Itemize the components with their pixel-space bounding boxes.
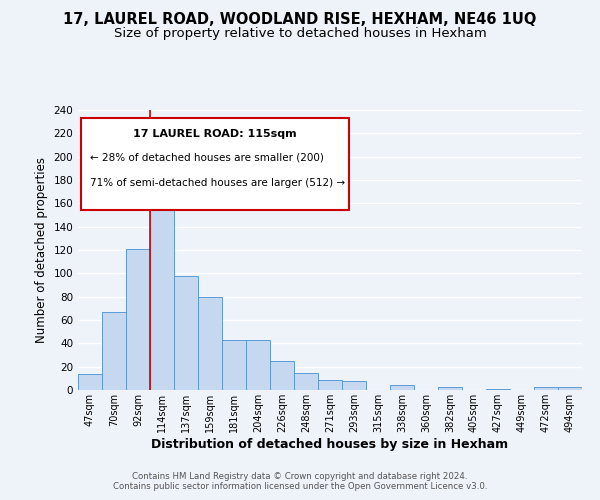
Bar: [270, 361, 294, 390]
Text: 71% of semi-detached houses are larger (512) →: 71% of semi-detached houses are larger (…: [90, 178, 345, 188]
X-axis label: Distribution of detached houses by size in Hexham: Distribution of detached houses by size …: [151, 438, 509, 450]
Text: Size of property relative to detached houses in Hexham: Size of property relative to detached ho…: [113, 28, 487, 40]
Bar: [102, 312, 126, 390]
Text: Contains public sector information licensed under the Open Government Licence v3: Contains public sector information licen…: [113, 482, 487, 491]
Y-axis label: Number of detached properties: Number of detached properties: [35, 157, 48, 343]
Bar: [198, 296, 222, 390]
Bar: [486, 389, 510, 390]
Bar: [342, 380, 366, 390]
Bar: [78, 374, 102, 390]
Bar: [294, 372, 318, 390]
Bar: [126, 249, 150, 390]
Bar: [222, 340, 246, 390]
Text: ← 28% of detached houses are smaller (200): ← 28% of detached houses are smaller (20…: [90, 152, 324, 162]
Bar: [438, 386, 462, 390]
Bar: [246, 340, 270, 390]
Text: Contains HM Land Registry data © Crown copyright and database right 2024.: Contains HM Land Registry data © Crown c…: [132, 472, 468, 481]
Bar: [174, 276, 198, 390]
Bar: [558, 386, 582, 390]
Text: 17, LAUREL ROAD, WOODLAND RISE, HEXHAM, NE46 1UQ: 17, LAUREL ROAD, WOODLAND RISE, HEXHAM, …: [64, 12, 536, 28]
Text: 17 LAUREL ROAD: 115sqm: 17 LAUREL ROAD: 115sqm: [133, 129, 297, 139]
Bar: [534, 386, 558, 390]
Bar: [318, 380, 342, 390]
Bar: [150, 165, 174, 390]
Bar: [390, 386, 414, 390]
